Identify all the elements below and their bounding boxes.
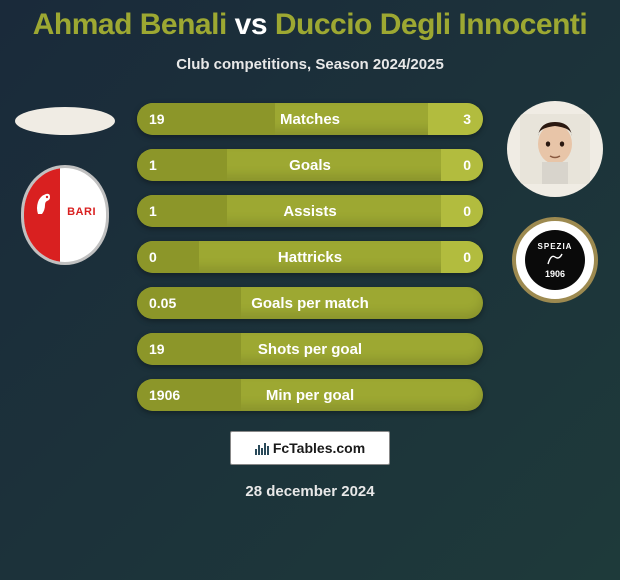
stat-left-value: 19 <box>149 333 165 365</box>
stat-left-value: 0 <box>149 241 157 273</box>
rooster-icon <box>32 190 54 224</box>
stat-label: Assists <box>283 203 336 220</box>
stat-label: Shots per goal <box>258 341 362 358</box>
player2-name: Duccio Degli Innocenti <box>275 8 587 41</box>
stat-right-value: 3 <box>463 103 471 135</box>
stat-left-value: 0.05 <box>149 287 176 319</box>
stat-left-value: 1906 <box>149 379 180 411</box>
player2-column: SPEZIA 1906 <box>490 101 620 303</box>
player2-club-label: SPEZIA <box>538 242 573 251</box>
comparison-panel: BARI SPEZIA 1906 19 Matches <box>0 101 620 411</box>
stat-right-value: 0 <box>463 195 471 227</box>
stat-label: Goals per match <box>251 295 369 312</box>
site-badge[interactable]: FcTables.com <box>230 431 390 465</box>
stat-bar: 1 Assists 0 <box>137 195 483 227</box>
stat-label: Hattricks <box>278 249 342 266</box>
page-title: Ahmad Benali vs Duccio Degli Innocenti <box>0 0 620 42</box>
player2-club-badge: SPEZIA 1906 <box>512 217 598 303</box>
stat-bars: 19 Matches 3 1 Goals 0 1 Assists 0 0 Hattricks 0 0.0… <box>137 101 483 411</box>
stat-label: Min per goal <box>266 387 354 404</box>
player1-column: BARI <box>0 101 130 265</box>
player1-club-badge: BARI <box>21 165 109 265</box>
stat-left-value: 1 <box>149 149 157 181</box>
stat-right-value: 0 <box>463 149 471 181</box>
player1-avatar-placeholder <box>15 107 115 135</box>
stat-bar: 0 Hattricks 0 <box>137 241 483 273</box>
stat-left-value: 19 <box>149 103 165 135</box>
player1-club-label: BARI <box>67 206 96 218</box>
stat-bar: 19 Matches 3 <box>137 103 483 135</box>
stat-bar: 1906 Min per goal <box>137 379 483 411</box>
subtitle: Club competitions, Season 2024/2025 <box>0 56 620 73</box>
stat-left-value: 1 <box>149 195 157 227</box>
stat-label: Goals <box>289 157 331 174</box>
vs-separator: vs <box>235 8 267 41</box>
stat-right-value: 0 <box>463 241 471 273</box>
stat-bar: 19 Shots per goal <box>137 333 483 365</box>
player2-avatar <box>507 101 603 197</box>
stat-bar: 0.05 Goals per match <box>137 287 483 319</box>
player2-club-year: 1906 <box>545 269 565 279</box>
site-label: FcTables.com <box>273 440 365 456</box>
chart-icon <box>255 441 269 455</box>
stat-bar: 1 Goals 0 <box>137 149 483 181</box>
date-label: 28 december 2024 <box>0 483 620 500</box>
player1-name: Ahmad Benali <box>33 8 227 41</box>
stat-label: Matches <box>280 111 340 128</box>
